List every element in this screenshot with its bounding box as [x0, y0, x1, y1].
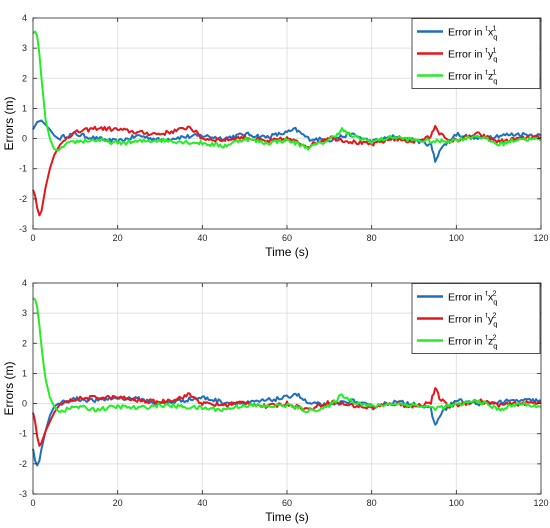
y-tick-label: -2 [19, 459, 27, 469]
y-tick-label: 0 [22, 134, 27, 144]
legend: Error in txq2 Error in tyq2 Error in tzq2 [411, 283, 541, 354]
y-tick-label: 1 [22, 368, 27, 378]
x-tick-label: 0 [30, 498, 35, 508]
y-tick-label: 2 [22, 338, 27, 348]
y-tick-label: 2 [22, 73, 27, 83]
x-tick-label: 20 [113, 498, 123, 508]
x-tick-label: 20 [113, 233, 123, 243]
legend-label: Error in txq1 [448, 24, 497, 42]
y-tick-label: 4 [22, 13, 27, 23]
x-tick-label: 100 [449, 233, 464, 243]
series-line-x1 [32, 119, 542, 163]
series-line-z2 [32, 297, 541, 414]
y-tick-label: 0 [22, 399, 27, 409]
chart-1: 0 20 40 60 80 100 120 -3 -2 -1 0 1 2 3 4 Time (s) Errors… [2, 13, 549, 259]
legend-item: Error in tzq1 [417, 68, 497, 86]
x-axis-label: Time (s) [265, 245, 309, 259]
x-tick-label: 120 [533, 498, 548, 508]
legend-label: Error in tzq2 [448, 333, 497, 351]
y-tick-label: -3 [19, 224, 27, 234]
y-tick-label: 1 [22, 103, 27, 113]
x-tick-label: 80 [367, 498, 377, 508]
y-axis-label: Errors (m) [2, 97, 16, 151]
x-axis-label: Time (s) [265, 510, 309, 524]
legend-item: Error in tzq2 [417, 333, 497, 351]
x-tick-label: 40 [197, 233, 207, 243]
y-tick-label: -2 [19, 194, 27, 204]
x-tick-label: 60 [282, 498, 292, 508]
legend-item: Error in txq1 [417, 24, 497, 42]
legend-item: Error in txq2 [417, 289, 497, 307]
y-tick-label: 4 [22, 278, 27, 288]
series-line-z1 [32, 30, 542, 152]
y-tick-label: 3 [22, 308, 27, 318]
legend-label: Error in tyq1 [448, 46, 497, 64]
y-tick-label: -1 [19, 429, 27, 439]
y-axis-label: Errors (m) [2, 362, 16, 416]
x-tick-label: 120 [533, 233, 548, 243]
x-tick-label: 100 [449, 498, 464, 508]
legend-item: Error in tyq1 [417, 46, 497, 64]
chart-2: 0 20 40 60 80 100 120 -3 -2 -1 0 1 2 3 4 Time (s) Errors… [2, 278, 549, 524]
legend: Error in txq1 Error in tyq1 Error in tzq1 [411, 18, 541, 89]
legend-label: Error in tzq1 [448, 68, 497, 86]
x-tick-label: 60 [282, 233, 292, 243]
y-tick-label: -1 [19, 164, 27, 174]
legend-label: Error in txq2 [448, 289, 497, 307]
y-tick-label: 3 [22, 43, 27, 53]
x-tick-label: 40 [197, 498, 207, 508]
x-tick-label: 80 [367, 233, 377, 243]
y-tick-label: -3 [19, 489, 27, 499]
legend-label: Error in tyq2 [448, 311, 497, 329]
x-tick-label: 0 [30, 233, 35, 243]
legend-item: Error in tyq2 [417, 311, 497, 329]
